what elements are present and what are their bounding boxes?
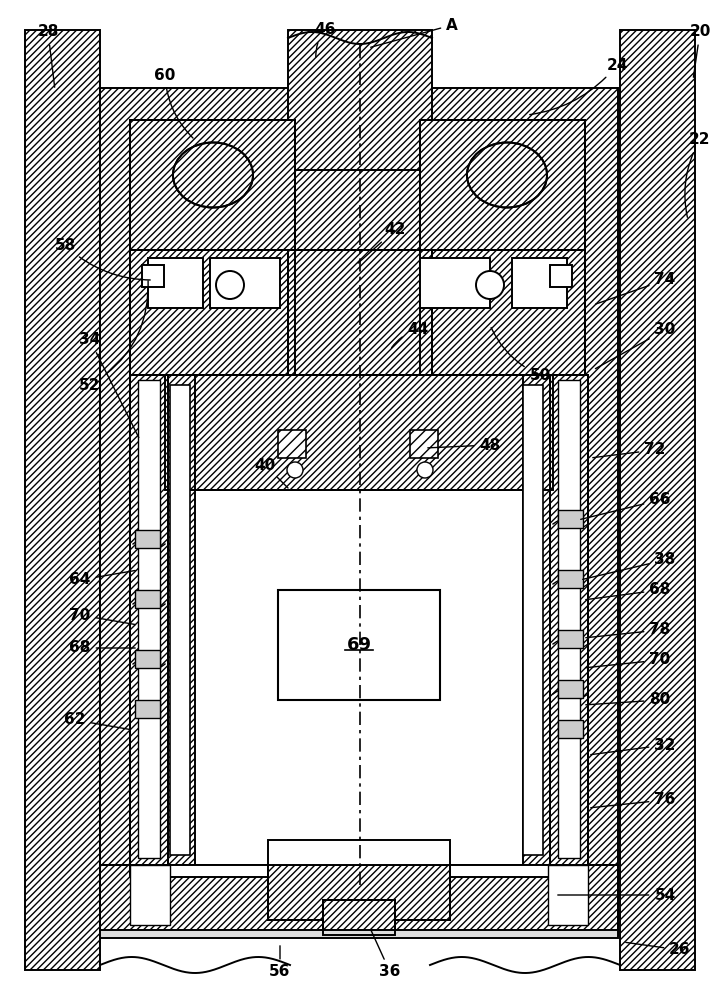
Bar xyxy=(420,120,585,250)
Bar xyxy=(135,590,160,608)
Text: 68: 68 xyxy=(586,582,671,600)
Bar xyxy=(100,865,618,935)
Text: 69: 69 xyxy=(347,636,372,654)
Bar xyxy=(558,510,583,528)
Bar xyxy=(558,680,583,698)
Ellipse shape xyxy=(467,142,547,208)
Text: 66: 66 xyxy=(581,492,671,519)
Bar xyxy=(558,380,580,858)
Bar xyxy=(548,865,588,925)
Bar xyxy=(135,700,160,718)
Text: 48: 48 xyxy=(428,438,500,452)
Bar xyxy=(420,250,585,375)
Bar xyxy=(130,250,295,375)
Bar xyxy=(130,120,295,250)
Text: 56: 56 xyxy=(270,946,290,980)
Text: 76: 76 xyxy=(591,792,676,808)
Bar xyxy=(558,630,583,648)
Circle shape xyxy=(476,271,504,299)
Bar xyxy=(268,865,450,920)
Bar xyxy=(268,840,450,865)
Text: 44: 44 xyxy=(392,322,429,348)
Bar xyxy=(165,375,553,490)
Bar xyxy=(558,570,583,588)
Text: 34: 34 xyxy=(79,332,139,438)
Text: 26: 26 xyxy=(626,942,691,958)
Text: 24: 24 xyxy=(530,57,628,115)
Bar xyxy=(130,375,168,865)
Text: 22: 22 xyxy=(685,132,711,217)
Text: 64: 64 xyxy=(69,570,135,587)
Text: 36: 36 xyxy=(371,931,400,980)
Bar xyxy=(100,930,618,938)
Ellipse shape xyxy=(173,142,253,208)
Text: 20: 20 xyxy=(690,24,710,77)
Bar xyxy=(288,30,432,170)
Bar xyxy=(142,265,164,287)
Text: 52: 52 xyxy=(79,281,148,392)
Bar xyxy=(620,30,695,970)
Text: 58: 58 xyxy=(55,237,150,280)
Text: 40: 40 xyxy=(255,458,288,488)
Text: 46: 46 xyxy=(314,22,336,57)
Bar xyxy=(135,530,160,548)
Bar xyxy=(165,375,553,865)
Bar xyxy=(420,258,490,308)
Circle shape xyxy=(417,462,433,478)
Text: 42: 42 xyxy=(358,223,406,263)
Bar xyxy=(165,375,195,865)
Text: 62: 62 xyxy=(64,712,130,730)
Bar xyxy=(278,590,440,700)
Bar xyxy=(130,865,170,925)
Bar xyxy=(288,250,432,375)
Bar xyxy=(420,120,585,250)
Text: 30: 30 xyxy=(595,322,676,369)
Bar xyxy=(288,250,432,375)
Text: 50: 50 xyxy=(491,328,551,382)
Bar xyxy=(130,865,588,877)
Bar xyxy=(130,250,295,375)
Bar xyxy=(278,430,306,458)
Bar xyxy=(100,865,618,935)
Bar xyxy=(523,375,553,865)
Text: 38: 38 xyxy=(582,552,676,579)
Text: 68: 68 xyxy=(69,641,135,656)
Bar xyxy=(100,88,618,935)
Bar xyxy=(529,390,539,850)
Bar xyxy=(550,265,572,287)
Text: 80: 80 xyxy=(586,692,671,708)
Bar xyxy=(130,120,295,250)
Bar xyxy=(130,375,168,865)
Bar xyxy=(135,650,160,668)
Bar xyxy=(420,250,585,375)
Bar xyxy=(210,258,280,308)
Text: 54: 54 xyxy=(558,888,676,902)
Bar xyxy=(165,375,553,490)
Bar xyxy=(175,390,185,850)
Text: 70: 70 xyxy=(69,607,135,625)
Bar xyxy=(550,375,588,865)
Bar xyxy=(25,30,100,970)
Bar xyxy=(170,385,190,855)
Bar xyxy=(148,258,203,308)
Text: 60: 60 xyxy=(155,68,193,138)
Text: 78: 78 xyxy=(586,622,671,638)
Bar xyxy=(550,375,588,865)
Circle shape xyxy=(216,271,244,299)
Bar xyxy=(268,865,450,920)
Bar xyxy=(138,380,160,858)
Bar xyxy=(523,385,543,855)
Bar xyxy=(512,258,567,308)
Bar xyxy=(323,900,395,935)
Text: 32: 32 xyxy=(591,738,676,755)
Text: 74: 74 xyxy=(595,272,676,304)
Text: A: A xyxy=(371,17,458,47)
Bar xyxy=(410,430,438,458)
Text: 70: 70 xyxy=(586,652,671,668)
Bar xyxy=(323,900,395,935)
Text: 28: 28 xyxy=(37,24,59,87)
Text: 72: 72 xyxy=(592,442,666,458)
Bar xyxy=(558,720,583,738)
Circle shape xyxy=(287,462,303,478)
